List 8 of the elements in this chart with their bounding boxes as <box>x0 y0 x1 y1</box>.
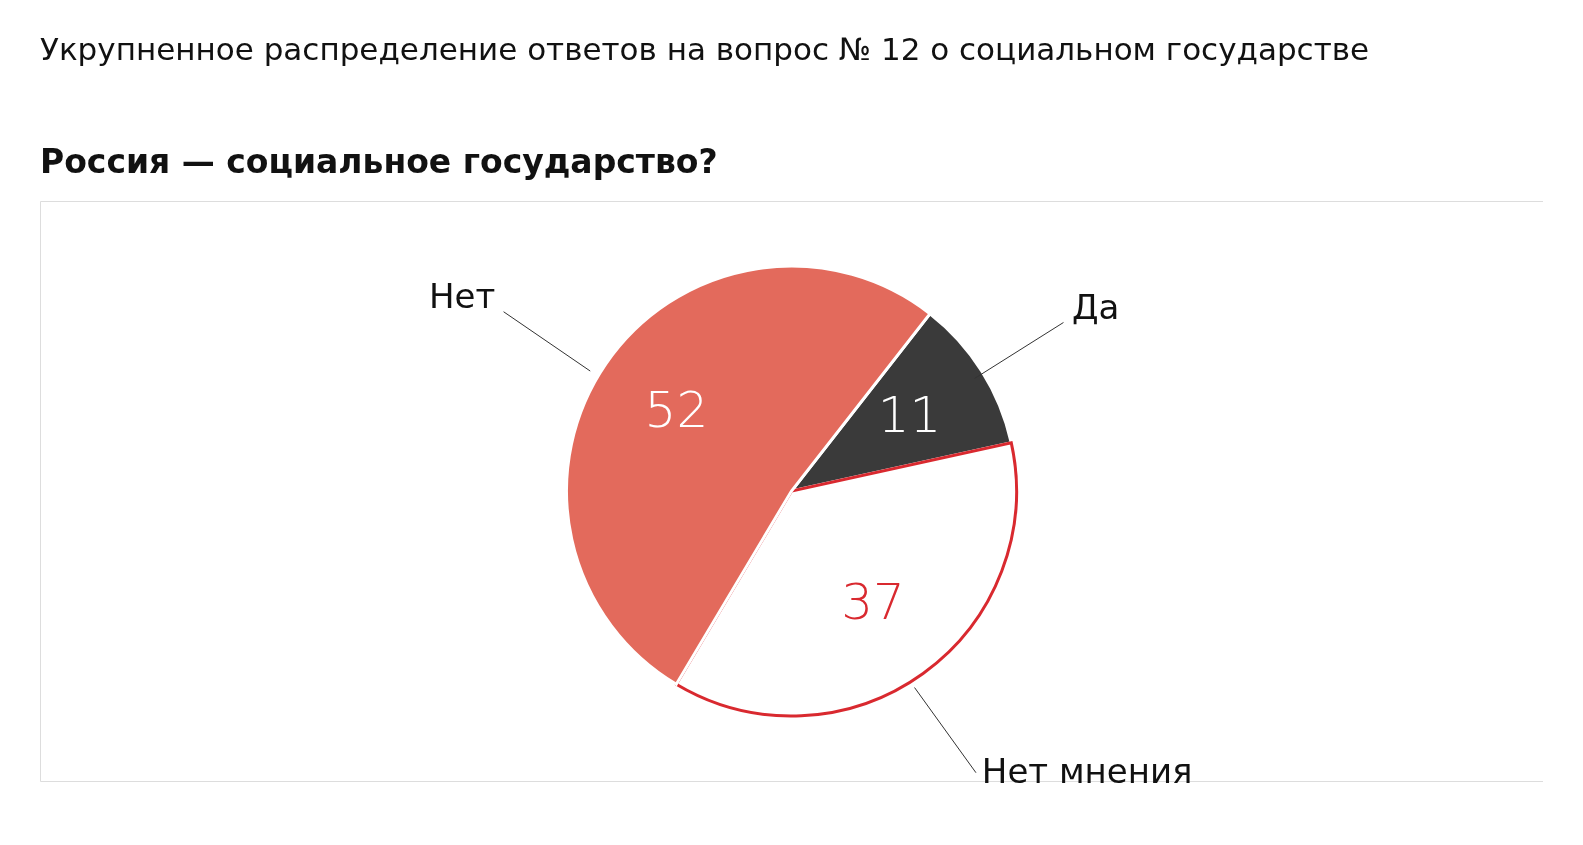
data-label: 37 <box>841 573 905 632</box>
chart-title: Укрупненное распределение ответов на вопрос № 12 о социальном государстве <box>40 31 1370 67</box>
slice-label: Нет мнения <box>981 750 1193 791</box>
data-label: 52 <box>644 381 709 440</box>
chart-subtitle: Россия — социальное государство? <box>40 142 718 181</box>
slice-label: Нет <box>429 276 496 317</box>
slice-label: Да <box>1071 287 1120 328</box>
data-label: 11 <box>877 385 942 444</box>
